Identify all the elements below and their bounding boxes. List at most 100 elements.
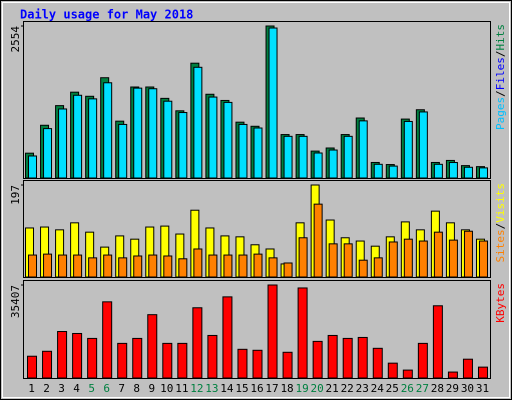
bar [58, 254, 68, 278]
bar [163, 100, 173, 179]
axis-label-part: Hits [494, 24, 507, 51]
bar [28, 254, 38, 278]
y-tick-label: 2554 [9, 26, 22, 53]
axis-label-part: Visits [494, 183, 507, 223]
bar [252, 349, 263, 379]
axis-label-part: Pages [494, 97, 507, 130]
bar [238, 254, 248, 278]
bar [463, 166, 473, 179]
bar [282, 351, 293, 379]
bar [448, 162, 458, 179]
bar [207, 334, 218, 379]
x-tick-label: 6 [103, 382, 110, 395]
bar [88, 98, 98, 179]
bar [253, 253, 263, 278]
bar [358, 259, 368, 278]
bar [358, 120, 368, 179]
bar [58, 108, 68, 179]
x-tick-label: 27 [416, 382, 429, 395]
x-tick-label: 23 [356, 382, 369, 395]
x-tick-label: 4 [73, 382, 80, 395]
x-tick-label: 17 [265, 382, 278, 395]
bar [73, 94, 83, 179]
bar [133, 87, 143, 179]
chart-title: Daily usage for May 2018 [20, 8, 193, 22]
bar [402, 369, 413, 379]
bar [418, 240, 428, 278]
bar [357, 336, 368, 379]
x-tick-label: 19 [295, 382, 308, 395]
axis-label-part: / [494, 90, 507, 97]
bar [373, 163, 383, 179]
bar [312, 340, 323, 379]
x-tick-label: 25 [386, 382, 399, 395]
bar [178, 258, 188, 278]
bar [328, 149, 338, 179]
axis-label-part: / [494, 223, 507, 230]
bar [342, 337, 353, 379]
bar [418, 111, 428, 179]
bar [208, 254, 218, 278]
bar [388, 165, 398, 179]
bar [43, 253, 53, 278]
bar [133, 255, 143, 278]
x-tick-label: 22 [341, 382, 354, 395]
bar [87, 337, 98, 379]
bar [283, 262, 293, 278]
bar [268, 27, 278, 179]
bar [327, 334, 338, 379]
x-tick-label: 3 [58, 382, 65, 395]
x-tick-label: 11 [175, 382, 188, 395]
bar [298, 135, 308, 179]
bar [313, 203, 323, 278]
bar [403, 238, 413, 278]
bar [118, 123, 128, 179]
bar [88, 257, 98, 278]
bar [102, 301, 113, 379]
x-tick-label: 1 [28, 382, 35, 395]
bar [447, 371, 458, 379]
bar [223, 254, 233, 278]
bar [72, 332, 83, 379]
x-tick-label: 26 [401, 382, 414, 395]
bar [478, 167, 488, 179]
bar [103, 254, 113, 278]
x-tick-label: 29 [446, 382, 459, 395]
bar [463, 230, 473, 278]
axis-label: KBytes [494, 283, 507, 323]
bar [373, 257, 383, 278]
bar [372, 347, 383, 379]
x-tick-label: 20 [311, 382, 324, 395]
x-tick-label: 2 [43, 382, 50, 395]
x-tick-label: 9 [148, 382, 155, 395]
bar [283, 135, 293, 179]
bar [192, 307, 203, 379]
bar [162, 342, 173, 379]
x-tick-label: 30 [461, 382, 474, 395]
bar [117, 342, 128, 379]
bar [163, 255, 173, 278]
bar [388, 241, 398, 278]
bar [448, 239, 458, 278]
bar [148, 254, 158, 278]
x-tick-label: 5 [88, 382, 95, 395]
x-tick-label: 21 [326, 382, 339, 395]
x-tick-label: 12 [190, 382, 203, 395]
bar [178, 112, 188, 179]
bar [193, 66, 203, 179]
bar [223, 101, 233, 179]
bar [193, 248, 203, 278]
axis-label-part: Files [494, 57, 507, 90]
axis-label-part: Sites [494, 229, 507, 262]
bar [73, 254, 83, 278]
x-tick-label: 14 [220, 382, 234, 395]
bar [268, 257, 278, 278]
axis-label-part: KBytes [494, 283, 507, 323]
x-tick-label: 7 [118, 382, 125, 395]
bar [148, 88, 158, 179]
bar [298, 237, 308, 278]
axis-label: Pages/Files/Hits [494, 24, 507, 130]
bar [267, 284, 278, 379]
bar [313, 152, 323, 179]
